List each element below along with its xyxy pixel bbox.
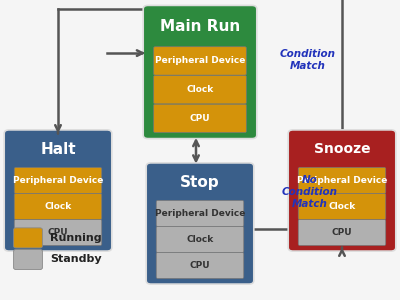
FancyBboxPatch shape [14, 249, 42, 269]
FancyBboxPatch shape [298, 220, 386, 245]
FancyBboxPatch shape [154, 75, 246, 104]
FancyBboxPatch shape [154, 47, 246, 75]
FancyBboxPatch shape [143, 5, 257, 139]
FancyBboxPatch shape [156, 200, 244, 226]
FancyBboxPatch shape [298, 194, 386, 219]
FancyBboxPatch shape [146, 163, 254, 284]
Text: Condition
Match: Condition Match [280, 49, 336, 71]
Text: Halt: Halt [40, 142, 76, 157]
FancyBboxPatch shape [156, 226, 244, 252]
Text: Clock: Clock [186, 235, 214, 244]
Text: CPU: CPU [332, 228, 352, 237]
FancyBboxPatch shape [14, 220, 102, 245]
Text: CPU: CPU [48, 228, 68, 237]
Text: Standby: Standby [50, 254, 102, 265]
Text: Clock: Clock [186, 85, 214, 94]
Text: Peripheral Device: Peripheral Device [297, 176, 387, 185]
FancyBboxPatch shape [14, 194, 102, 219]
Text: Main Run: Main Run [160, 19, 240, 34]
FancyBboxPatch shape [14, 228, 42, 248]
FancyBboxPatch shape [14, 167, 102, 194]
Text: Clock: Clock [44, 202, 72, 211]
FancyBboxPatch shape [4, 130, 112, 251]
Text: Stop: Stop [180, 175, 220, 190]
FancyBboxPatch shape [288, 130, 396, 251]
FancyBboxPatch shape [154, 104, 246, 133]
Text: Peripheral Device: Peripheral Device [155, 209, 245, 218]
Text: Peripheral Device: Peripheral Device [155, 56, 245, 65]
Text: CPU: CPU [190, 114, 210, 123]
Text: Peripheral Device: Peripheral Device [13, 176, 103, 185]
Text: Running: Running [50, 233, 102, 243]
FancyBboxPatch shape [298, 167, 386, 194]
FancyBboxPatch shape [156, 253, 244, 278]
Text: Snooze: Snooze [314, 142, 370, 157]
Text: Clock: Clock [328, 202, 356, 211]
Text: No
Condition
Match: No Condition Match [282, 176, 338, 208]
Text: CPU: CPU [190, 261, 210, 270]
